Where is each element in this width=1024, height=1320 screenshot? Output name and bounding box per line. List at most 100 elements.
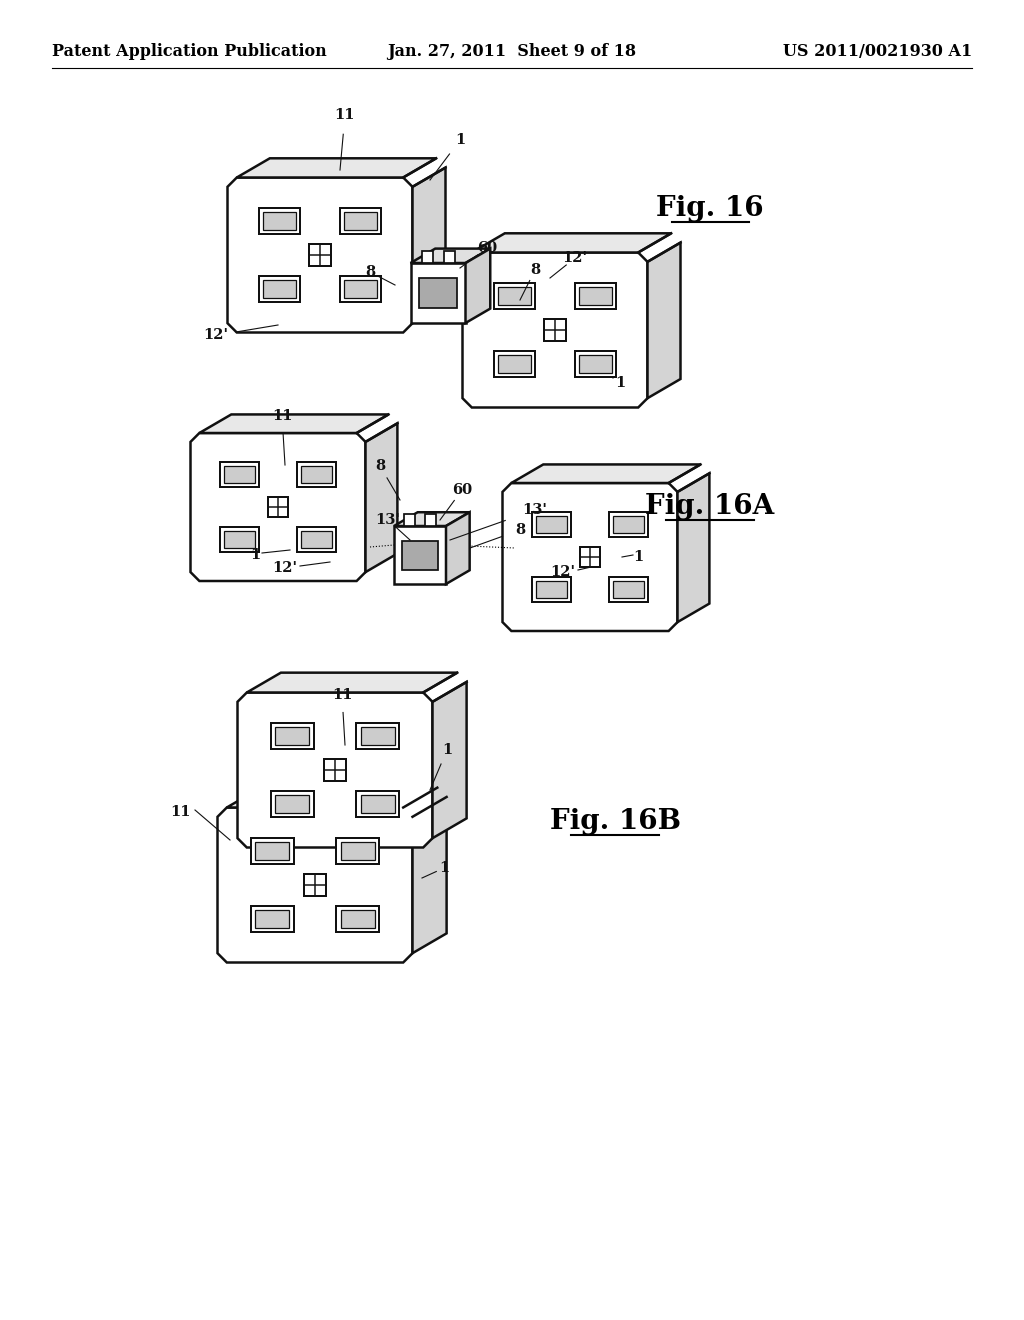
FancyBboxPatch shape (356, 791, 399, 817)
Text: 8: 8 (515, 523, 525, 537)
Text: Fig. 16: Fig. 16 (656, 195, 764, 222)
FancyBboxPatch shape (613, 581, 644, 598)
Polygon shape (511, 465, 700, 483)
FancyBboxPatch shape (341, 909, 375, 928)
FancyBboxPatch shape (274, 727, 309, 744)
FancyBboxPatch shape (419, 279, 458, 308)
FancyBboxPatch shape (609, 577, 648, 602)
FancyBboxPatch shape (494, 282, 535, 309)
Polygon shape (238, 693, 432, 847)
FancyBboxPatch shape (220, 527, 259, 552)
FancyBboxPatch shape (274, 795, 309, 813)
FancyBboxPatch shape (255, 842, 289, 861)
FancyBboxPatch shape (259, 207, 300, 234)
Text: 12': 12' (551, 565, 575, 579)
Polygon shape (247, 673, 458, 693)
Polygon shape (366, 424, 397, 572)
FancyBboxPatch shape (425, 515, 435, 525)
FancyBboxPatch shape (575, 282, 616, 309)
Polygon shape (411, 248, 490, 263)
Text: 12': 12' (562, 251, 588, 265)
Polygon shape (647, 243, 681, 399)
FancyBboxPatch shape (360, 795, 395, 813)
FancyBboxPatch shape (498, 286, 530, 305)
FancyBboxPatch shape (301, 466, 332, 483)
Polygon shape (394, 525, 446, 583)
Polygon shape (446, 512, 470, 583)
Text: 13': 13' (376, 513, 400, 527)
FancyBboxPatch shape (580, 286, 612, 305)
FancyBboxPatch shape (498, 355, 530, 374)
Text: 1: 1 (614, 376, 625, 389)
FancyBboxPatch shape (263, 280, 296, 298)
Text: US 2011/0021930 A1: US 2011/0021930 A1 (782, 44, 972, 61)
FancyBboxPatch shape (340, 207, 381, 234)
FancyBboxPatch shape (537, 581, 567, 598)
Polygon shape (463, 252, 647, 408)
Polygon shape (226, 788, 437, 808)
Polygon shape (237, 158, 436, 177)
Text: 1: 1 (455, 133, 465, 147)
FancyBboxPatch shape (422, 251, 432, 263)
Polygon shape (227, 177, 413, 333)
Text: 12': 12' (272, 561, 298, 576)
Text: 13': 13' (522, 503, 548, 517)
FancyBboxPatch shape (309, 244, 331, 265)
FancyBboxPatch shape (297, 527, 336, 552)
FancyBboxPatch shape (270, 791, 313, 817)
Text: 11: 11 (335, 108, 355, 121)
Polygon shape (200, 414, 388, 433)
Text: Fig. 16A: Fig. 16A (645, 492, 774, 520)
FancyBboxPatch shape (220, 462, 259, 487)
FancyBboxPatch shape (337, 838, 379, 865)
Text: Fig. 16B: Fig. 16B (550, 808, 681, 836)
Text: 1: 1 (633, 550, 643, 564)
FancyBboxPatch shape (356, 723, 399, 748)
Polygon shape (394, 512, 470, 525)
FancyBboxPatch shape (613, 516, 644, 533)
Text: 11: 11 (332, 688, 352, 702)
FancyBboxPatch shape (340, 276, 381, 302)
Polygon shape (466, 248, 490, 323)
Polygon shape (432, 682, 467, 838)
FancyBboxPatch shape (443, 251, 455, 263)
FancyBboxPatch shape (251, 906, 294, 932)
FancyBboxPatch shape (532, 512, 570, 537)
FancyBboxPatch shape (532, 577, 570, 602)
FancyBboxPatch shape (580, 355, 612, 374)
Polygon shape (503, 483, 678, 631)
FancyBboxPatch shape (580, 546, 600, 568)
FancyBboxPatch shape (344, 280, 377, 298)
FancyBboxPatch shape (304, 874, 326, 896)
FancyBboxPatch shape (341, 842, 375, 861)
Polygon shape (472, 234, 671, 252)
Polygon shape (411, 263, 466, 323)
FancyBboxPatch shape (267, 496, 289, 517)
Text: 11: 11 (170, 805, 190, 818)
FancyBboxPatch shape (251, 838, 294, 865)
FancyBboxPatch shape (259, 276, 300, 302)
FancyBboxPatch shape (297, 462, 336, 487)
FancyBboxPatch shape (401, 540, 438, 569)
Polygon shape (217, 808, 413, 962)
Text: 11: 11 (271, 409, 292, 422)
FancyBboxPatch shape (224, 531, 255, 548)
Text: 1: 1 (442, 743, 453, 756)
Polygon shape (678, 474, 710, 622)
FancyBboxPatch shape (263, 211, 296, 230)
FancyBboxPatch shape (609, 512, 648, 537)
Text: Jan. 27, 2011  Sheet 9 of 18: Jan. 27, 2011 Sheet 9 of 18 (387, 44, 637, 61)
Text: 12': 12' (204, 327, 228, 342)
FancyBboxPatch shape (337, 906, 379, 932)
Polygon shape (190, 433, 366, 581)
FancyBboxPatch shape (360, 727, 395, 744)
FancyBboxPatch shape (224, 466, 255, 483)
FancyBboxPatch shape (537, 516, 567, 533)
Text: Patent Application Publication: Patent Application Publication (52, 44, 327, 61)
FancyBboxPatch shape (325, 759, 346, 781)
Polygon shape (413, 168, 445, 323)
Text: 1: 1 (250, 548, 260, 562)
Polygon shape (413, 797, 446, 953)
FancyBboxPatch shape (301, 531, 332, 548)
Text: 8: 8 (530, 263, 540, 277)
